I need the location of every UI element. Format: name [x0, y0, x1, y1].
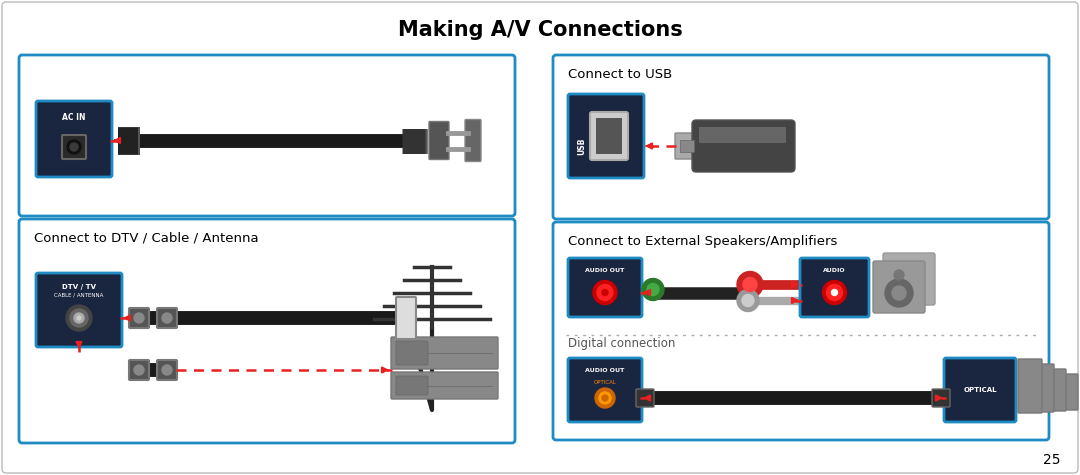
FancyBboxPatch shape	[36, 273, 122, 347]
FancyBboxPatch shape	[19, 55, 515, 216]
Bar	[680, 140, 694, 152]
Circle shape	[602, 289, 608, 295]
FancyBboxPatch shape	[429, 122, 449, 160]
FancyBboxPatch shape	[396, 297, 416, 339]
FancyBboxPatch shape	[553, 222, 1049, 440]
FancyBboxPatch shape	[396, 376, 428, 395]
Text: Digital connection: Digital connection	[568, 336, 675, 350]
Text: Connect to DTV / Cable / Antenna: Connect to DTV / Cable / Antenna	[33, 231, 258, 245]
FancyBboxPatch shape	[636, 389, 654, 407]
Text: AUDIO OUT: AUDIO OUT	[585, 368, 624, 372]
Bar	[596, 118, 622, 154]
FancyBboxPatch shape	[129, 360, 149, 380]
Circle shape	[134, 313, 144, 323]
FancyBboxPatch shape	[675, 133, 699, 159]
FancyBboxPatch shape	[157, 308, 177, 328]
Circle shape	[737, 289, 759, 312]
FancyBboxPatch shape	[692, 120, 795, 172]
FancyBboxPatch shape	[883, 253, 935, 305]
Circle shape	[894, 270, 904, 280]
FancyBboxPatch shape	[391, 337, 498, 369]
FancyBboxPatch shape	[391, 372, 498, 399]
Circle shape	[892, 286, 906, 300]
Circle shape	[885, 279, 913, 307]
Circle shape	[66, 305, 92, 331]
Text: Connect to External Speakers/Amplifiers: Connect to External Speakers/Amplifiers	[568, 235, 837, 247]
Circle shape	[134, 365, 144, 375]
FancyBboxPatch shape	[568, 94, 644, 178]
Text: OPTICAL: OPTICAL	[963, 387, 997, 393]
Circle shape	[602, 395, 608, 401]
Text: OPTICAL: OPTICAL	[594, 380, 617, 384]
Circle shape	[743, 277, 757, 292]
Text: AUDIO: AUDIO	[823, 267, 846, 273]
FancyBboxPatch shape	[932, 389, 950, 407]
FancyBboxPatch shape	[1059, 374, 1078, 410]
Circle shape	[77, 316, 81, 320]
Text: Making A/V Connections: Making A/V Connections	[397, 20, 683, 40]
Circle shape	[647, 284, 659, 295]
Circle shape	[70, 143, 78, 151]
Circle shape	[595, 388, 615, 408]
FancyBboxPatch shape	[873, 261, 924, 313]
Circle shape	[597, 285, 613, 301]
FancyBboxPatch shape	[553, 55, 1049, 219]
FancyBboxPatch shape	[129, 308, 149, 328]
Text: Connect to USB: Connect to USB	[568, 67, 672, 80]
Circle shape	[162, 313, 172, 323]
FancyBboxPatch shape	[36, 101, 112, 177]
Circle shape	[162, 365, 172, 375]
FancyBboxPatch shape	[568, 358, 642, 422]
Text: AC IN: AC IN	[63, 113, 85, 122]
FancyBboxPatch shape	[590, 112, 627, 160]
Circle shape	[67, 140, 81, 154]
Text: CABLE / ANTENNA: CABLE / ANTENNA	[54, 293, 104, 297]
Circle shape	[599, 392, 611, 404]
Circle shape	[742, 294, 754, 306]
FancyBboxPatch shape	[1047, 369, 1066, 411]
Circle shape	[75, 313, 84, 323]
FancyBboxPatch shape	[1018, 359, 1042, 413]
FancyBboxPatch shape	[800, 258, 869, 317]
FancyBboxPatch shape	[157, 360, 177, 380]
Text: USB: USB	[578, 137, 586, 155]
Text: 25: 25	[1042, 453, 1059, 467]
Circle shape	[826, 285, 842, 301]
FancyBboxPatch shape	[396, 341, 428, 365]
FancyBboxPatch shape	[699, 127, 786, 143]
FancyBboxPatch shape	[62, 135, 86, 159]
Circle shape	[823, 281, 847, 304]
Text: AUDIO OUT: AUDIO OUT	[585, 267, 624, 273]
FancyBboxPatch shape	[568, 258, 642, 317]
Circle shape	[642, 278, 664, 301]
FancyBboxPatch shape	[465, 120, 481, 162]
Circle shape	[593, 281, 617, 304]
Circle shape	[737, 272, 762, 297]
Circle shape	[832, 289, 837, 295]
Text: DTV / TV: DTV / TV	[62, 284, 96, 290]
FancyBboxPatch shape	[19, 219, 515, 443]
FancyBboxPatch shape	[1032, 364, 1054, 412]
FancyBboxPatch shape	[944, 358, 1016, 422]
Circle shape	[70, 309, 87, 327]
